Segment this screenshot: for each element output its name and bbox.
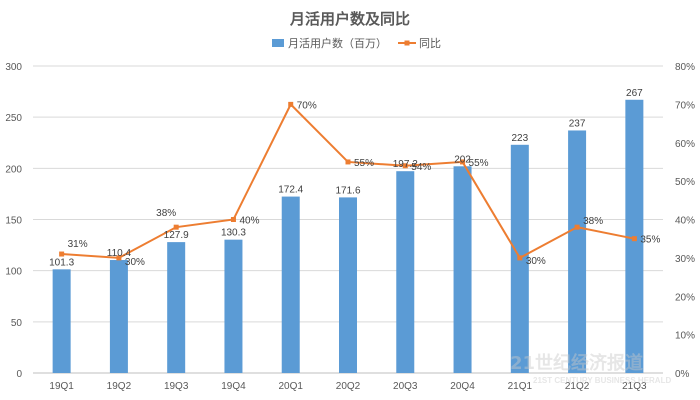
y-right-tick-label: 40%: [675, 216, 695, 227]
bar-value-label: 197.2: [393, 159, 418, 170]
bar-value-label: 237: [569, 118, 586, 129]
y-left-tick-label: 150: [5, 216, 22, 227]
line-value-label: 40%: [239, 216, 259, 227]
legend-swatch-bar: [272, 39, 284, 47]
watermark-logo: 21世纪经济报道 21ST CENTURY BUSINESS HERALD: [510, 352, 671, 385]
legend: 月活用户数（百万） 同比: [272, 36, 441, 50]
y-right-tick-label: 10%: [675, 331, 695, 342]
line-value-label: 55%: [354, 158, 374, 169]
x-tick-label: 19Q3: [164, 381, 189, 392]
legend-swatch-line-marker: [404, 40, 410, 46]
bar: [109, 260, 128, 373]
line-point: [59, 251, 65, 257]
line-value-label: 38%: [156, 208, 176, 219]
bar-series: [52, 99, 644, 374]
bar: [453, 166, 472, 373]
bar-value-label: 172.4: [278, 185, 303, 196]
bar-value-label: 127.9: [164, 230, 189, 241]
line-point: [230, 217, 236, 222]
line-series: [59, 101, 637, 261]
line-point: [517, 255, 523, 261]
x-tick-label: 21Q1: [508, 381, 533, 392]
y-left-tick-label: 250: [5, 113, 22, 124]
bar-value-label: 202: [454, 154, 471, 165]
bar: [281, 196, 300, 373]
line-point: [574, 224, 580, 230]
bar-value-label: 110.4: [107, 248, 132, 259]
x-tick-label: 20Q1: [278, 381, 303, 392]
line-value-label: 54%: [411, 162, 431, 173]
line-value-label: 30%: [125, 257, 145, 268]
line-value-label: 30%: [526, 256, 546, 267]
y-right-tick-label: 50%: [675, 177, 695, 188]
legend-label-line: 同比: [419, 37, 441, 50]
y-left-tick-label: 300: [5, 62, 22, 73]
y-left-tick-label: 50: [11, 318, 23, 329]
y-right-tick-label: 30%: [675, 254, 695, 265]
bar: [52, 269, 71, 373]
line-value-label: 38%: [583, 216, 603, 227]
bar: [339, 197, 357, 373]
x-tick-label: 19Q2: [107, 381, 132, 392]
bar: [167, 242, 186, 373]
bar-value-label: 267: [626, 88, 643, 99]
y-left-tick-label: 0: [16, 369, 22, 380]
bar-value-label: 171.6: [335, 185, 360, 196]
line-value-label: 70%: [297, 100, 317, 111]
line-point: [460, 159, 466, 165]
bar: [568, 130, 587, 373]
x-tick-label: 21Q3: [622, 381, 647, 392]
y-left-tick-label: 200: [5, 164, 22, 175]
bar: [396, 171, 415, 373]
line-point: [173, 224, 179, 230]
x-tick-label: 20Q3: [393, 381, 418, 392]
x-tick-label: 19Q4: [221, 381, 246, 392]
y-right-tick-label: 80%: [675, 62, 695, 73]
bar-value-label: 130.3: [221, 228, 246, 239]
bar-value-label: 101.3: [49, 257, 74, 268]
x-tick-label: 19Q1: [49, 381, 74, 392]
y-right-tick-label: 0%: [675, 369, 690, 380]
line-point: [288, 101, 294, 107]
y-right-tick-label: 70%: [675, 100, 695, 111]
x-tick-label: 20Q2: [336, 381, 361, 392]
bar: [224, 239, 243, 373]
bar-value-label: 223: [511, 133, 528, 144]
legend-label-bar: 月活用户数（百万）: [288, 36, 387, 50]
y-left-tick-label: 100: [5, 267, 22, 278]
chart-title: 月活用户数及同比: [289, 10, 410, 28]
line-value-label: 55%: [469, 158, 489, 169]
line-point: [631, 236, 637, 242]
x-tick-label: 20Q4: [450, 381, 475, 392]
watermark-text-cn: 21世纪经济报道: [510, 352, 643, 374]
line-point: [116, 255, 122, 261]
x-tick-label: 21Q2: [565, 381, 590, 392]
line-point: [402, 163, 408, 169]
watermark-text-en: 21ST CENTURY BUSINESS HERALD: [533, 376, 671, 385]
line-value-label: 35%: [640, 235, 660, 246]
data-labels: 101.3 110.4 127.9 130.3 172.4 171.6 197.2 202 22…: [49, 88, 660, 269]
line-value-label: 31%: [68, 239, 88, 250]
line-point: [345, 159, 351, 165]
y-right-tick-label: 20%: [675, 292, 695, 303]
y-right-tick-label: 60%: [675, 139, 695, 150]
